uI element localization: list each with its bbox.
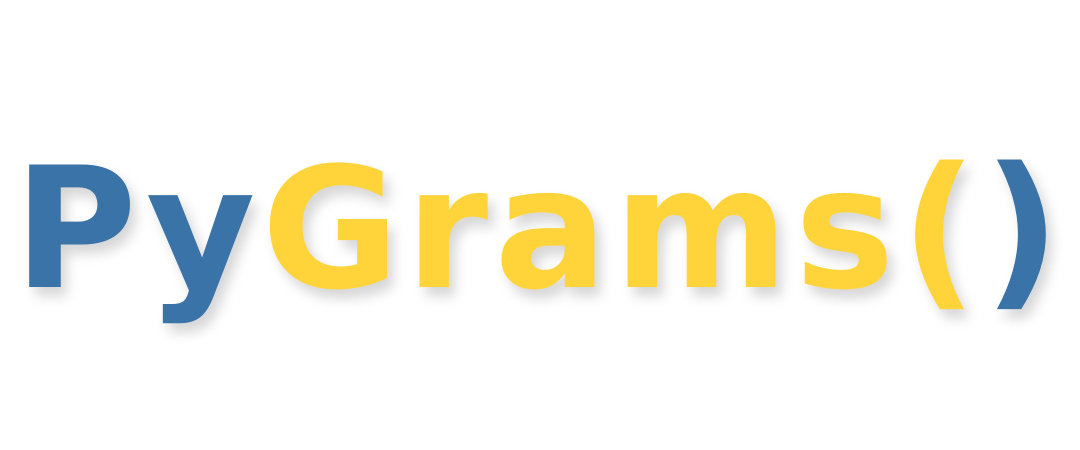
logo-close-paren: )	[983, 131, 1067, 327]
logo-open-paren: (	[900, 131, 984, 327]
logo-text-grams: Grams	[261, 131, 901, 327]
pygrams-logo: PyGrams()	[14, 145, 1067, 313]
logo-text-py: Py	[13, 131, 262, 327]
